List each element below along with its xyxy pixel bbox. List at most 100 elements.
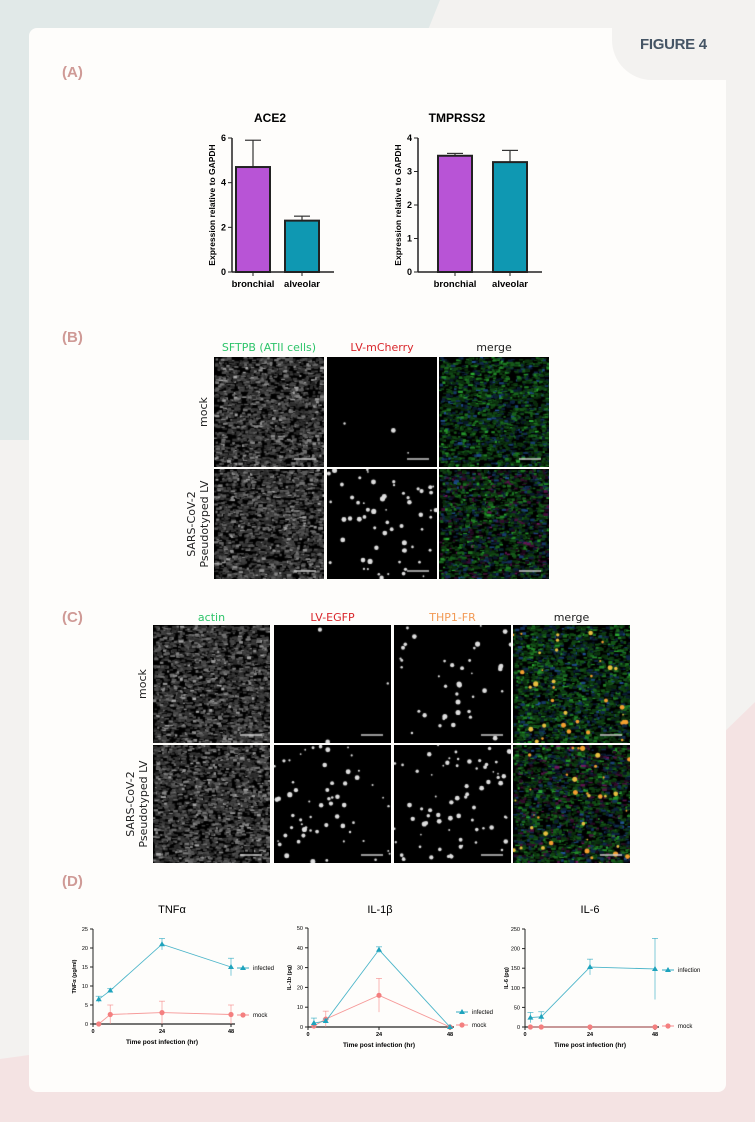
chart-title: IL-6: [581, 904, 600, 916]
legend-marker: [665, 1023, 671, 1029]
bar-alveolar: [284, 219, 320, 273]
y-tick-label: 0: [221, 267, 226, 277]
data-point-mock: [527, 1024, 534, 1030]
y-axis-label: Expression relative to GAPDH: [393, 144, 403, 265]
bar-alveolar: [492, 161, 528, 273]
y-tick-label: 4: [407, 133, 412, 143]
x-axis-label: Time post infection (hr): [126, 1039, 198, 1046]
b-column-header: SFTPB (ATII cells): [221, 341, 317, 354]
y-tick-label: 50: [514, 1005, 520, 1011]
bar-bronchial: [235, 166, 271, 274]
c-micrograph: [274, 625, 391, 743]
legend-marker: [459, 1022, 465, 1028]
data-point-mock: [107, 1011, 113, 1018]
c-micrograph: [394, 745, 511, 863]
data-point-infection: [538, 1013, 545, 1019]
b-micrograph: [439, 357, 549, 467]
panel-label-d: (D): [62, 873, 83, 890]
y-tick-label: 6: [221, 133, 226, 143]
y-tick-label: 20: [297, 985, 303, 991]
y-tick-label: 10: [297, 1005, 303, 1011]
b-column-header: merge: [476, 341, 512, 354]
data-point-infected: [447, 1024, 453, 1029]
data-point-infected: [376, 946, 382, 952]
b-micrograph: [327, 357, 437, 467]
y-tick-label: 4: [221, 178, 226, 188]
y-tick-label: 2: [221, 222, 226, 232]
legend-marker: [665, 967, 671, 972]
x-tick-label: 24: [587, 1032, 594, 1038]
y-tick-label: 0: [85, 1022, 88, 1028]
y-tick-label: 0: [300, 1025, 303, 1031]
x-tick-label: bronchial: [434, 279, 477, 290]
x-tick-label: 0: [91, 1029, 94, 1035]
data-point-infected: [107, 987, 114, 993]
y-tick-label: 5: [85, 1003, 88, 1009]
y-tick-label: 40: [297, 946, 303, 952]
series-line-mock: [98, 1012, 232, 1025]
data-point-infected: [322, 1018, 329, 1024]
x-tick-label: alveolar: [492, 279, 528, 290]
series-line-infected: [313, 949, 451, 1028]
y-axis-label: IL-1b (pg): [287, 965, 293, 990]
data-point-mock: [159, 1010, 165, 1016]
data-point-mock: [652, 1024, 658, 1030]
title-notch: [612, 28, 726, 80]
legend-marker: [459, 1009, 465, 1014]
chart-title: ACE2: [254, 111, 286, 125]
b-column-header: LV-mCherry: [350, 341, 414, 354]
b-micrograph: [214, 469, 324, 579]
y-axis-label: IL-6 (pg): [504, 967, 510, 989]
c-micrograph: [153, 625, 270, 743]
c-micrograph: [513, 745, 630, 863]
legend-marker: [240, 965, 246, 970]
y-tick-label: 250: [511, 927, 520, 933]
data-point-infection: [652, 965, 658, 971]
legend-marker: [240, 1012, 246, 1018]
y-axis-label: Expression relative to GAPDH: [207, 144, 217, 265]
c-column-header: merge: [553, 611, 590, 624]
y-tick-label: 1: [407, 234, 412, 244]
legend-label: mock: [253, 1013, 268, 1019]
x-tick-label: 0: [306, 1032, 309, 1038]
y-axis-label: TNFα (pg/ml): [72, 959, 78, 993]
y-tick-label: 30: [297, 966, 303, 972]
x-tick-label: 48: [652, 1032, 658, 1038]
y-tick-label: 15: [82, 965, 88, 971]
legend-label: infection: [678, 968, 700, 974]
y-tick-label: 3: [407, 167, 412, 177]
c-column-header: actin: [197, 611, 226, 624]
b-micrograph: [439, 469, 549, 579]
x-axis-label: Time post infection (hr): [554, 1042, 626, 1049]
panel-label-c: (C): [62, 609, 83, 626]
legend-label: infected: [253, 966, 274, 972]
data-point-infected: [159, 941, 165, 947]
y-tick-label: 50: [297, 926, 303, 932]
chart-title: TMPRSS2: [429, 111, 486, 125]
figure-title: FIGURE 4: [640, 36, 707, 53]
y-tick-label: 20: [82, 946, 88, 952]
data-point-mock: [538, 1024, 544, 1030]
y-tick-label: 100: [511, 986, 520, 992]
x-tick-label: 0: [523, 1032, 526, 1038]
c-micrograph: [394, 625, 511, 743]
x-tick-label: bronchial: [232, 279, 275, 290]
y-tick-label: 10: [82, 984, 88, 990]
data-point-mock: [376, 992, 382, 998]
data-point-mock: [228, 1011, 234, 1018]
y-tick-label: 25: [82, 927, 88, 933]
c-micrograph: [513, 625, 630, 743]
c-micrograph: [153, 745, 270, 863]
panel-label-a: (A): [62, 64, 83, 81]
c-column-header: LV-EGFP: [310, 611, 355, 624]
legend-label: mock: [472, 1023, 487, 1029]
chart-title: IL-1β: [367, 904, 392, 916]
bar-bronchial: [437, 154, 473, 274]
series-line-infected: [98, 943, 232, 1000]
data-point-infected: [95, 996, 102, 1002]
data-point-infected: [310, 1020, 317, 1026]
data-point-mock: [96, 1021, 102, 1027]
x-axis-label: Time post infection (hr): [343, 1042, 415, 1049]
legend-label: mock: [678, 1024, 693, 1030]
panel-label-b: (B): [62, 329, 83, 346]
